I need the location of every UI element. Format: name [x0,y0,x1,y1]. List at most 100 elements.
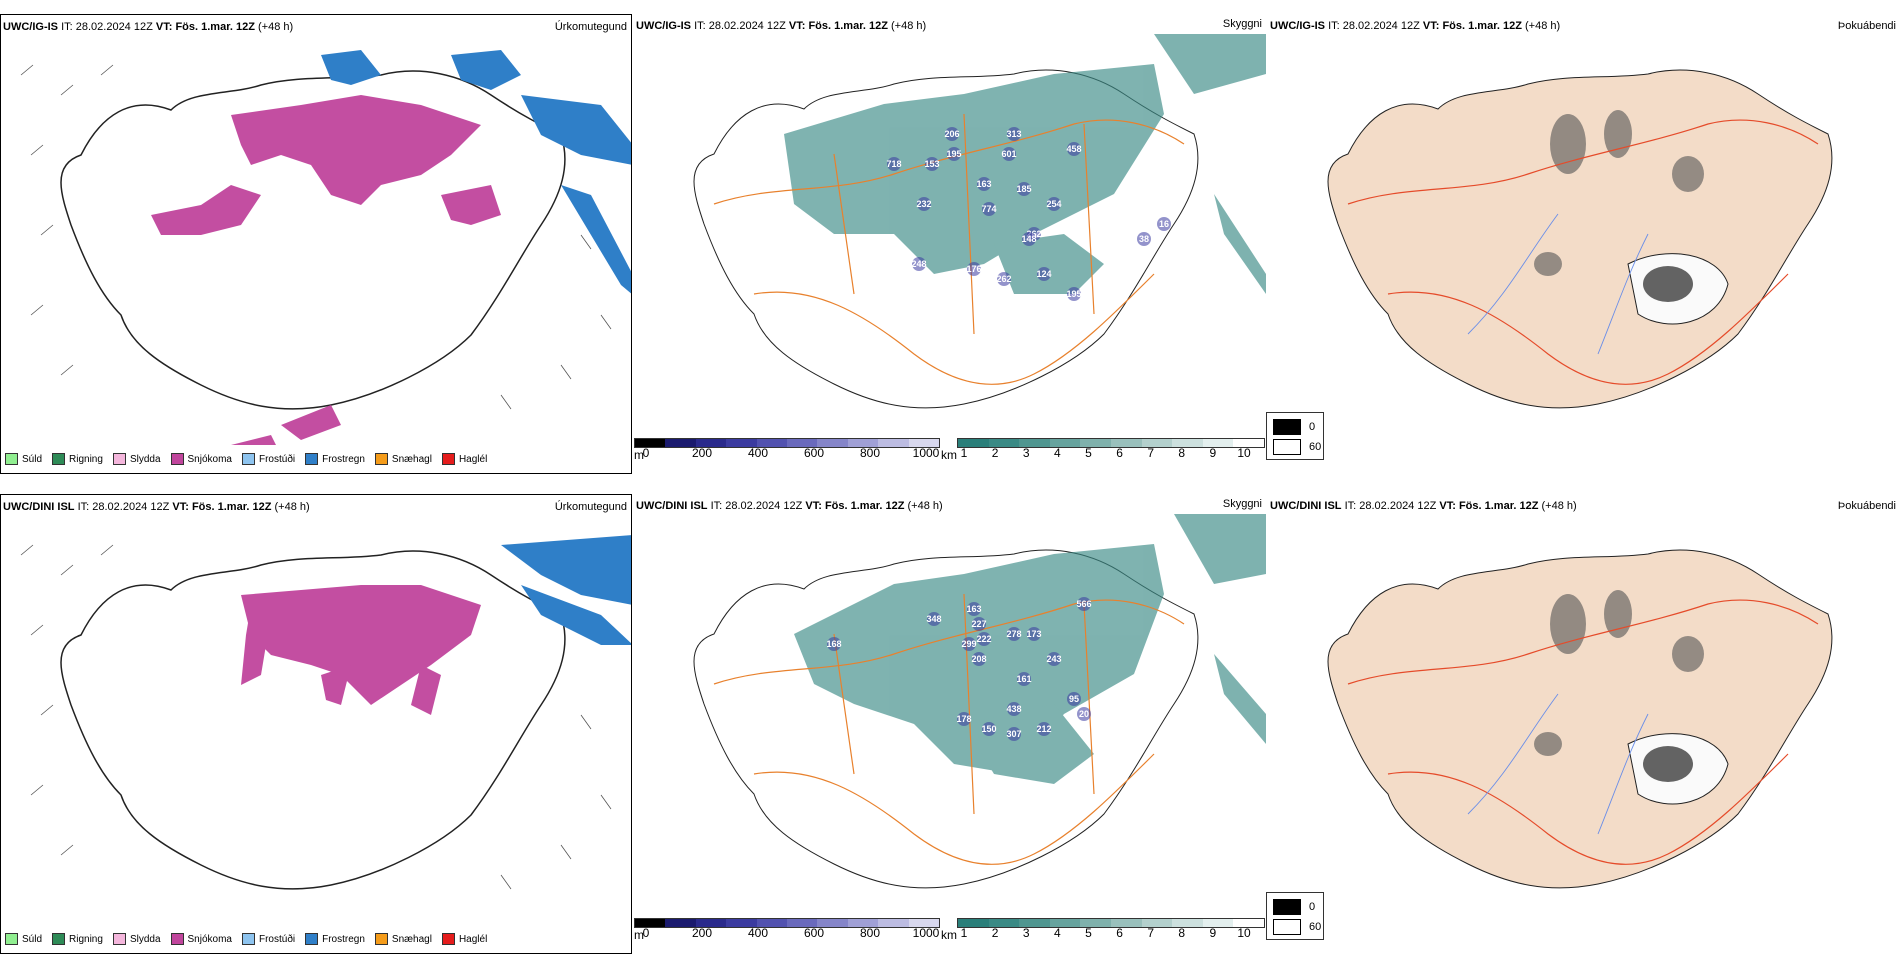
cloud-base-marker [977,177,991,191]
cloud-base-marker [1022,232,1036,246]
cloud-base-value-label: 124 [1036,269,1051,279]
road-network [1347,599,1819,865]
freezing-rain-areas [501,535,631,645]
fog-scale-item: 60 [1273,919,1321,935]
scale-cell [878,439,909,447]
cloud-base-value-label: 212 [1036,724,1051,734]
scale-tick-label: 6 [1116,926,1123,940]
cloud-base-marker [917,197,931,211]
cloud-base-value-label: 248 [911,259,926,269]
scale-tick-label: 5 [1085,446,1092,460]
fog-map [1327,549,1833,889]
wind-barbs [20,64,612,410]
fog-scale-swatch [1273,919,1301,935]
cloud-base-scale-2 [634,918,940,928]
cloud-base-marker [1077,597,1091,611]
legend-label: Snjókoma [187,453,232,465]
panel-title: UWC/IG-IS IT: 28.02.2024 12Z VT: Fös. 1.… [3,21,294,33]
fog-scale-1: 0 60 [1266,412,1324,460]
legend-label: Snæhagl [391,933,432,945]
scale-tick-label: 0 [642,926,650,940]
legend-label: Haglél [458,453,488,465]
cloud-base-marker [997,272,1011,286]
cloud-base-marker [972,652,986,666]
cloud-base-value-label: 20 [1079,709,1089,719]
cloud-base-marker [1157,217,1171,231]
fog-scale-item: 0 [1273,419,1315,435]
legend-label: Snæhagl [391,453,432,465]
cloud-base-value-label: 438 [1006,704,1021,714]
cloud-base-marker [1067,287,1081,301]
cloud-base-marker [1007,727,1021,741]
legend-label: Slydda [129,453,161,465]
scale-cell [958,439,989,447]
scale-tick-label: 7 [1147,926,1154,940]
scale-tick-label: 600 [803,446,825,460]
cloud-base-marker [1007,627,1021,641]
cloud-base-marker [947,147,961,161]
scale-tick-label: 9 [1209,926,1217,940]
cloud-base-value-label: 168 [826,639,841,649]
legend-item: Frostúði [241,933,296,945]
cloud-base-marker [927,612,941,626]
cloud-base-value-label: 195 [1066,289,1081,299]
scale-cell [1141,919,1173,927]
fog-scale-2: 0 60 [1266,892,1324,940]
scale-cell [1110,919,1142,927]
fog-scale-swatch [1273,899,1301,915]
cloud-base-value-label: 178 [956,714,971,724]
cloud-base-marker [1007,702,1021,716]
precip-map [20,535,631,890]
scale-cell [726,919,757,927]
cloud-base-value-label: 348 [926,614,941,624]
scale-tick-label: 0 [642,446,650,460]
scale-tick-label: 9 [1209,446,1217,460]
scale-cell [1019,919,1050,927]
scale-tick-label: 10 [1237,446,1251,460]
cloud-base-value-label: 163 [976,179,991,189]
cloud-base-marker [1007,127,1021,141]
scale-cell [908,919,939,927]
cloud-base-value-label: 16 [1159,219,1169,229]
cloud-base-value-label: 206 [944,129,959,139]
scale-cell [1233,439,1264,447]
cloud-base-marker [972,617,986,631]
scale-tick-label: 7 [1147,446,1154,460]
cloud-panel-1: UWC/IG-IS IT: 28.02.2024 12Z VT: Fös. 1.… [634,14,1266,474]
precip-map [20,50,631,445]
panel-name: Úrkomutegund [554,21,627,33]
legend-swatch [5,933,18,945]
scale-cell [1049,919,1081,927]
scale-cell [635,919,666,927]
cloud-base-marker [887,157,901,171]
cloud-base-scale-1 [634,438,940,448]
road-network [1347,119,1819,385]
legend-swatch [305,453,319,465]
cloud-base-value-label: 278 [1006,629,1021,639]
visibility-unit-1: km [941,448,957,462]
legend-label: Frostúði [258,933,296,945]
legend-swatch [52,933,66,945]
panel-name: Skyggni [1222,18,1262,30]
visibility-areas [784,34,1266,294]
scale-cell [665,439,696,447]
fog-panel-2: UWC/DINI ISL IT: 28.02.2024 12Z VT: Fös.… [1268,494,1900,954]
scale-tick-label: 10 [1237,926,1251,940]
scale-cell [988,919,1020,927]
scale-tick-label: 6 [1116,446,1123,460]
cloud-base-unit-1: m [634,448,644,462]
snowfall-areas [151,95,501,445]
fog-map [1327,69,1833,409]
scale-cell [1202,919,1234,927]
scale-cell [847,919,879,927]
cloud-base-value-label: 163 [966,604,981,614]
scale-tick-label: 3 [1022,446,1030,460]
precip-legend: Súld Rigning Slydda Snjókoma Frostúði Frostre… [5,933,487,945]
legend-label: Slydda [129,933,161,945]
legend-label: Frostregn [322,453,365,465]
cloud-base-marker [1027,627,1041,641]
cloud-map: 206 313 601 195 153 718 458 262 232 163 185 254 774 1… [693,34,1266,409]
scale-tick-label: 400 [747,926,769,940]
scale-tick-label: 1 [960,926,968,940]
fog-scale-label: 0 [1309,421,1316,433]
